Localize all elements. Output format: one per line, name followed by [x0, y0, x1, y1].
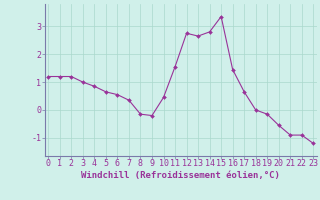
- X-axis label: Windchill (Refroidissement éolien,°C): Windchill (Refroidissement éolien,°C): [81, 171, 280, 180]
